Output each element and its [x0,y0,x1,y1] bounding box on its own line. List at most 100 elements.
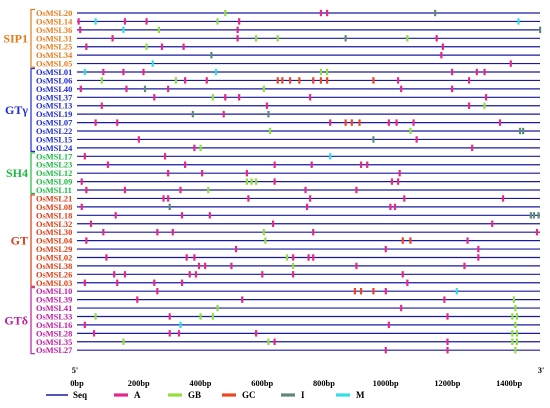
bracket-sh4: SH4 [6,152,35,195]
element-mark-m [122,26,125,34]
element-mark-i [529,212,532,219]
element-mark-a [163,153,167,160]
element-mark-a [193,254,196,261]
element-mark-m [214,68,218,76]
element-mark-a [85,186,88,194]
element-mark-gb [262,85,265,93]
element-mark-a [79,26,82,34]
gene-label: OsMSL29 [36,245,72,254]
element-mark-m [329,153,332,160]
element-mark-a [193,144,196,152]
element-mark-a [387,321,390,329]
element-mark-a [83,153,86,160]
element-mark-a [403,195,406,202]
element-mark-a [83,321,86,329]
element-mark-gc [344,119,347,126]
element-mark-a [397,77,400,84]
element-mark-a [255,330,258,337]
element-mark-a [395,119,398,126]
axis-ticks: 0bp 200bp 400bp 600bp 800bp 1000bp 1200bp 1400b… [70,379,522,388]
legend-label: A [134,390,141,400]
element-mark-a [400,85,403,93]
axis-tick: 1000bp [373,379,399,388]
element-mark-a [501,195,505,202]
gene-label: OsMSL16 [36,321,72,330]
element-mark-gb [326,68,329,76]
gene-row-osmsl40: OsMSL40 [36,85,540,94]
element-mark-i [267,110,270,118]
element-mark-a [471,144,474,152]
gene-label: OsMSL35 [36,338,72,347]
element-mark-a [312,254,315,261]
gene-label: OsMSL04 [36,237,73,246]
gene-row-osmsl16: OsMSL16 [36,321,540,330]
element-mark-i [344,35,347,42]
gene-label: OsMSL37 [36,93,72,102]
group-bracket [30,287,35,355]
element-mark-a [153,94,156,101]
element-mark-m [94,18,97,25]
element-mark-i [372,136,375,143]
element-mark-i [537,212,540,219]
element-mark-a [197,262,201,270]
element-mark-a [105,254,108,261]
gene-row-osmsl30: OsMSL30 [36,228,540,237]
element-mark-a [329,119,332,126]
element-mark-a [484,94,488,101]
element-mark-a [116,279,119,286]
element-mark-a [123,18,127,25]
element-mark-gc [350,119,353,126]
element-mark-gc [372,287,375,295]
element-mark-a [230,262,233,270]
axis-tick: 600bp [251,379,273,388]
element-mark-gb [515,338,519,345]
element-mark-a [468,77,471,84]
element-mark-a [446,347,449,354]
legend-label: GC [242,390,256,400]
element-mark-a [182,43,185,50]
element-mark-gb [292,262,295,270]
legend-label: I [301,390,305,400]
element-mark-a [319,9,323,17]
element-mark-a [400,304,403,312]
element-mark-gb [285,254,289,261]
gene-row-osmsl37: OsMSL37 [36,93,540,102]
gene-row-osmsl27: OsMSL27 [36,346,540,355]
gene-label: OsMSL27 [36,346,72,355]
gene-label: OsMSL26 [36,270,72,279]
gene-label: OsMSL14 [36,17,73,26]
bracket-sip1: SIP1 [3,8,35,68]
gene-row-osmsl29: OsMSL29 [36,245,540,254]
tick-label: 1200bp [434,379,460,388]
gene-label: OsMSL22 [36,127,72,136]
element-mark-a [366,161,369,168]
gene-row-osmsl20: OsMSL20 [36,9,540,18]
element-mark-gb [268,127,272,135]
element-mark-gb [216,304,219,312]
element-mark-a [168,313,171,320]
element-mark-a [180,212,184,219]
element-mark-a [194,271,198,278]
element-mark-a [85,43,88,50]
gene-label: OsMSL02 [36,253,72,262]
element-mark-gb [511,313,514,320]
gene-label: OsMSL11 [36,186,72,195]
element-mark-gc [358,119,361,126]
element-mark-a [122,68,125,76]
gene-label: OsMSL39 [36,296,72,305]
element-mark-gb [255,35,258,42]
element-mark-i [434,9,437,17]
group-bracket [30,152,35,195]
element-mark-m [455,287,458,295]
element-mark-a [201,169,204,177]
legend-seq-label: Seq [73,390,87,400]
element-mark-a [184,161,187,168]
element-mark-a [180,279,184,286]
element-mark-a [491,220,494,227]
element-mark-a [446,338,449,345]
group-bracket [30,8,35,68]
gene-label: OsMSL19 [36,110,72,119]
tick-label: 400bp [190,379,212,388]
element-mark-a [435,35,438,42]
element-mark-a [389,203,392,211]
